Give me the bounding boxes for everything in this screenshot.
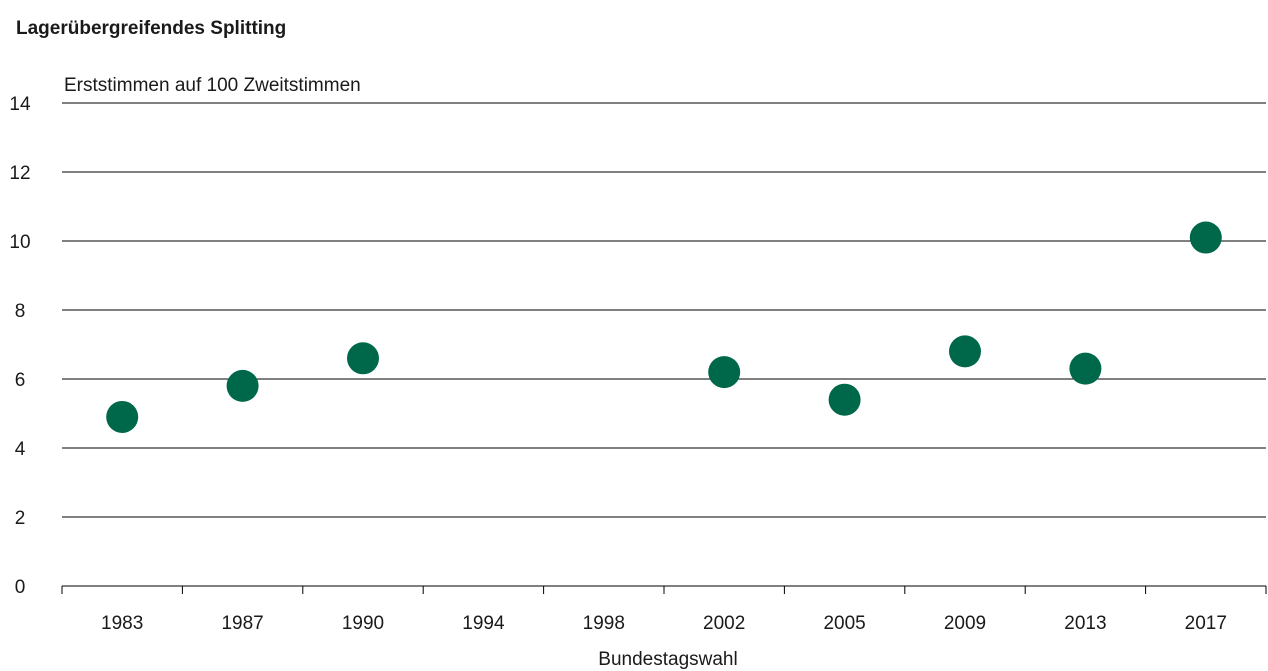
x-tick-label: 1994 <box>462 613 505 634</box>
data-point-1990 <box>347 342 379 375</box>
data-point-2002 <box>708 356 741 389</box>
data-point-2013 <box>1069 352 1102 385</box>
y-tick-label: 6 <box>15 370 26 391</box>
x-tick-label: 2009 <box>944 613 986 634</box>
y-tick-label: 10 <box>9 232 30 253</box>
x-tick-label: 1990 <box>342 613 384 634</box>
data-point-2017 <box>1189 221 1222 254</box>
x-tick-label: 2013 <box>1064 613 1106 634</box>
y-tick-label: 12 <box>9 163 30 184</box>
data-point-1983 <box>106 400 139 433</box>
data-points <box>106 221 1222 433</box>
x-tick-label: 2005 <box>823 613 865 634</box>
x-tick-label: 1998 <box>583 613 625 634</box>
x-tick-label: 1983 <box>101 613 143 634</box>
gridlines <box>62 102 1266 518</box>
data-point-2005 <box>828 383 861 416</box>
y-tick-label: 14 <box>9 94 31 115</box>
y-tick-labels: 0 2 4 6 8 10 12 14 <box>9 94 31 598</box>
x-axis <box>61 585 1267 594</box>
y-tick-label: 0 <box>15 577 26 598</box>
x-axis-label: Bundestagswahl <box>598 649 737 670</box>
data-point-2009 <box>949 335 981 368</box>
data-point-1987 <box>226 369 259 402</box>
x-tick-label: 2002 <box>703 613 745 634</box>
x-tick-labels: 1983 1987 1990 1994 1998 2002 2005 2009 2013 2017 <box>101 613 1227 634</box>
x-tick-label: 2017 <box>1185 613 1227 634</box>
y-tick-label: 8 <box>15 301 26 322</box>
y-tick-label: 4 <box>15 439 26 460</box>
x-tick-label: 1987 <box>221 613 263 634</box>
chart-title: Lagerübergreifendes Splitting <box>16 18 287 39</box>
y-tick-label: 2 <box>15 508 26 529</box>
y-axis-label: Erststimmen auf 100 Zweitstimmen <box>64 75 361 96</box>
